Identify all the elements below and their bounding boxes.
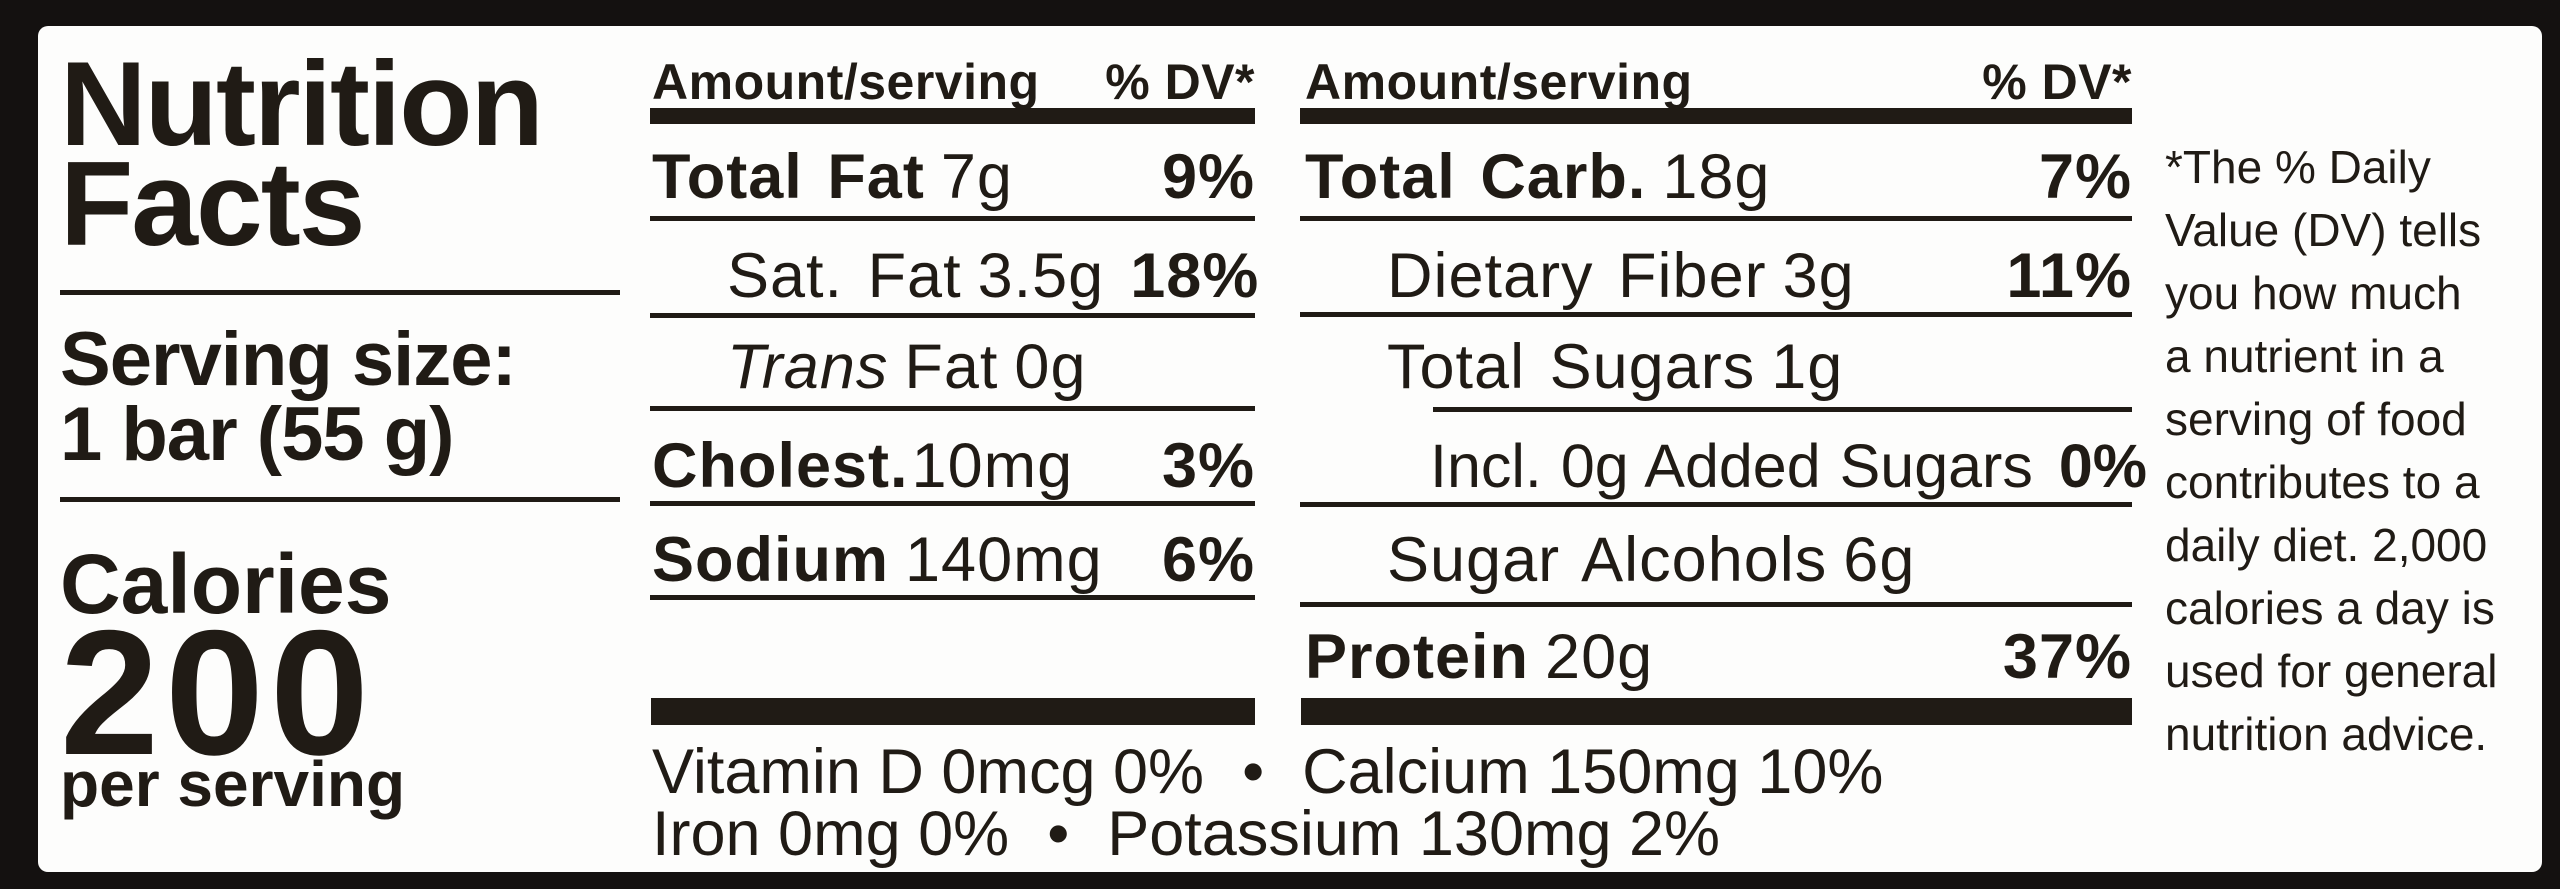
mid-header-amount: Amount/serving	[652, 54, 1040, 110]
right-column-header: Amount/serving % DV*	[1305, 55, 2132, 109]
bullet-separator: •	[1047, 799, 1070, 869]
footnote-line: nutrition advice.	[2165, 708, 2488, 760]
mid-rule-3	[650, 406, 1255, 411]
right-header-bar	[1300, 108, 2132, 124]
footnote-line: used for general	[2165, 645, 2498, 697]
row-added-sugars: Incl. 0g Added Sugars 0%	[1430, 432, 2148, 500]
iron-value: Iron 0mg 0%	[652, 799, 1010, 869]
row-sodium: Sodium 140mg 6%	[652, 525, 1255, 595]
row-sat-fat: Sat. Fat 3.5g 18%	[727, 241, 1260, 311]
right-rule-2	[1300, 312, 2132, 317]
nutrition-facts-label: Nutrition Facts Serving size: 1 bar (55 …	[38, 26, 2542, 872]
footnote-line: a nutrient in a	[2165, 330, 2444, 382]
total-fat-dv: 9%	[1161, 142, 1255, 212]
dietary-fiber-dv: 11%	[2006, 241, 2132, 311]
mid-column-header: Amount/serving % DV*	[652, 55, 1255, 109]
mid-rule-5	[650, 595, 1255, 600]
sodium-dv: 6%	[1161, 525, 1255, 595]
footnote-line: calories a day is	[2165, 582, 2495, 634]
label-title-line1: Nutrition	[60, 37, 544, 171]
footnote-line: serving of food	[2165, 393, 2467, 445]
row-trans-fat: Trans Fat 0g	[727, 332, 1087, 402]
calcium-value: Calcium 150mg 10%	[1302, 737, 1884, 807]
footnote-line: you how much	[2165, 267, 2462, 319]
row-total-fat: Total Fat 7g 9%	[652, 142, 1255, 212]
mid-header-dv: % DV*	[1105, 54, 1255, 110]
calories-suffix: per serving	[60, 748, 406, 820]
potassium-value: Potassium 130mg 2%	[1107, 799, 1721, 869]
right-header-dv: % DV*	[1982, 54, 2132, 110]
footnote-line: Value (DV) tells	[2165, 204, 2482, 256]
cholesterol-dv: 3%	[1161, 431, 1255, 501]
mid-rule-1	[650, 216, 1255, 221]
right-rule-1	[1300, 216, 2132, 221]
mid-rule-2	[650, 313, 1255, 318]
protein-dv: 37%	[2002, 622, 2132, 692]
mid-header-bar	[650, 108, 1255, 124]
right-bottom-bar	[1301, 698, 2132, 725]
label-title-line2: Facts	[60, 137, 365, 271]
mid-bottom-bar	[651, 698, 1255, 725]
serving-size-label: Serving size:	[60, 317, 517, 402]
total-carb-dv: 7%	[2038, 142, 2132, 212]
row-dietary-fiber: Dietary Fiber 3g 11%	[1387, 241, 2132, 311]
divider-under-title	[60, 290, 620, 295]
sat-fat-dv: 18%	[1130, 241, 1260, 311]
daily-value-footnote: *The % Daily Value (DV) tells you how mu…	[2165, 136, 2555, 766]
right-rule-3-indented	[1433, 407, 2132, 412]
mid-rule-4	[650, 501, 1255, 506]
right-header-amount: Amount/serving	[1305, 54, 1693, 110]
serving-size-block: Serving size: 1 bar (55 g)	[60, 317, 660, 477]
micronutrients-line-1: Vitamin D 0mcg 0% • Calcium 150mg 10%	[652, 740, 1883, 804]
row-sugar-alcohols: Sugar Alcohols 6g	[1387, 525, 1916, 595]
right-rule-5	[1300, 602, 2132, 607]
serving-size-value: 1 bar (55 g)	[60, 392, 454, 477]
row-total-sugars: Total Sugars 1g	[1387, 332, 1844, 402]
micronutrients-line-2: Iron 0mg 0% • Potassium 130mg 2%	[652, 802, 1720, 866]
vitamin-d-value: Vitamin D 0mcg 0%	[652, 737, 1205, 807]
row-cholesterol: Cholest.10mg 3%	[652, 431, 1255, 501]
label-title: Nutrition Facts	[60, 37, 620, 271]
right-rule-4	[1300, 502, 2132, 507]
row-total-carb: Total Carb. 18g 7%	[1305, 142, 2132, 212]
calories-label: Calories	[60, 537, 392, 631]
row-protein: Protein 20g 37%	[1305, 622, 2132, 692]
footnote-line: *The % Daily	[2165, 141, 2431, 193]
bullet-separator: •	[1242, 737, 1265, 807]
footnote-line: daily diet. 2,000	[2165, 519, 2488, 571]
added-sugars-dv: 0%	[2058, 432, 2148, 500]
footnote-line: contributes to a	[2165, 456, 2480, 508]
calories-value: 200	[60, 593, 375, 792]
divider-under-serving	[60, 497, 620, 502]
